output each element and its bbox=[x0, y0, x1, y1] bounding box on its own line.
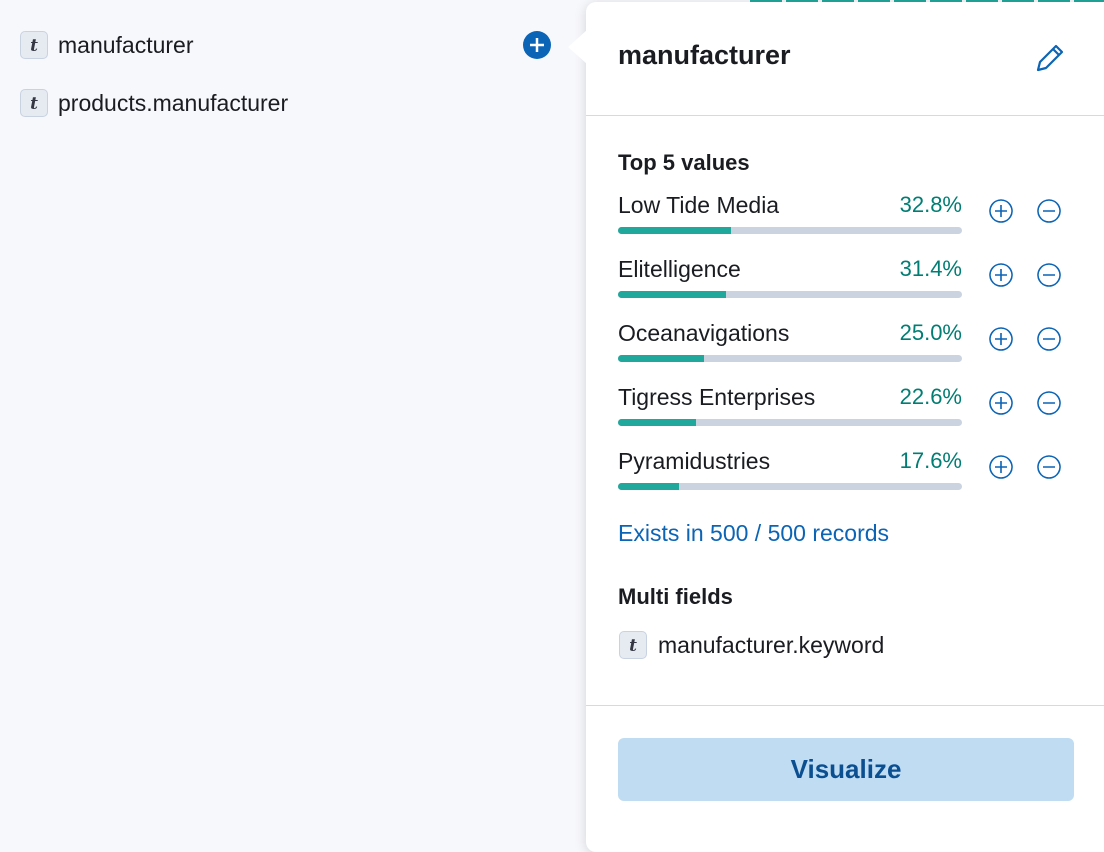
value-percent: 17.6% bbox=[899, 448, 962, 473]
filter-out-button[interactable] bbox=[1036, 262, 1062, 288]
value-percent: 31.4% bbox=[899, 256, 962, 281]
filter-out-button[interactable] bbox=[1036, 390, 1062, 416]
add-field-button[interactable] bbox=[522, 31, 552, 61]
bar bbox=[618, 291, 727, 298]
value-label: Oceanavigations bbox=[618, 320, 790, 346]
chart-edge bbox=[750, 0, 1104, 2]
popover-arrow bbox=[568, 30, 587, 64]
value-percent: 25.0% bbox=[899, 320, 962, 345]
filter-out-button[interactable] bbox=[1036, 454, 1062, 480]
value-percent: 32.8% bbox=[899, 192, 962, 217]
bar-track bbox=[618, 419, 962, 426]
popover-title: manufacturer bbox=[618, 40, 791, 70]
bar-track bbox=[618, 291, 962, 298]
bar bbox=[618, 227, 731, 234]
value-label: Pyramidustries bbox=[618, 448, 771, 474]
visualize-button[interactable]: Visualize bbox=[618, 738, 1074, 801]
filter-for-button[interactable] bbox=[988, 198, 1014, 224]
bar-track bbox=[618, 227, 962, 234]
value-percent: 22.6% bbox=[899, 384, 962, 409]
section-title: Multi fields bbox=[618, 584, 733, 609]
field-type-icon: t bbox=[20, 89, 48, 117]
bar bbox=[618, 419, 696, 426]
filter-for-button[interactable] bbox=[988, 326, 1014, 352]
page: manufacturer Top 5 values Low Tide Media… bbox=[20, 0, 1104, 801]
field-name[interactable]: manufacturer bbox=[58, 32, 194, 58]
exists-link[interactable]: Exists in 500 / 500 records bbox=[618, 520, 890, 546]
filter-out-button[interactable] bbox=[1036, 326, 1062, 352]
divider bbox=[586, 705, 1104, 706]
field-name[interactable]: products.manufacturer bbox=[58, 90, 289, 116]
edit-button[interactable] bbox=[1034, 42, 1066, 74]
filter-for-button[interactable] bbox=[988, 262, 1014, 288]
field-type-icon: t bbox=[20, 31, 48, 59]
bar-track bbox=[618, 355, 962, 362]
value-label: Low Tide Media bbox=[618, 192, 780, 218]
bar-track bbox=[618, 483, 962, 490]
value-label: Tigress Enterprises bbox=[618, 384, 816, 410]
value-label: Elitelligence bbox=[618, 256, 741, 282]
popover bbox=[586, 2, 1104, 852]
divider bbox=[586, 115, 1104, 116]
filter-for-button[interactable] bbox=[988, 390, 1014, 416]
filter-for-button[interactable] bbox=[988, 454, 1014, 480]
section-title: Top 5 values bbox=[618, 150, 750, 175]
filter-out-button[interactable] bbox=[1036, 198, 1062, 224]
field-name: manufacturer.keyword bbox=[658, 632, 885, 658]
field-type-icon: t bbox=[619, 631, 647, 659]
bar bbox=[618, 483, 679, 490]
bar bbox=[618, 355, 704, 362]
